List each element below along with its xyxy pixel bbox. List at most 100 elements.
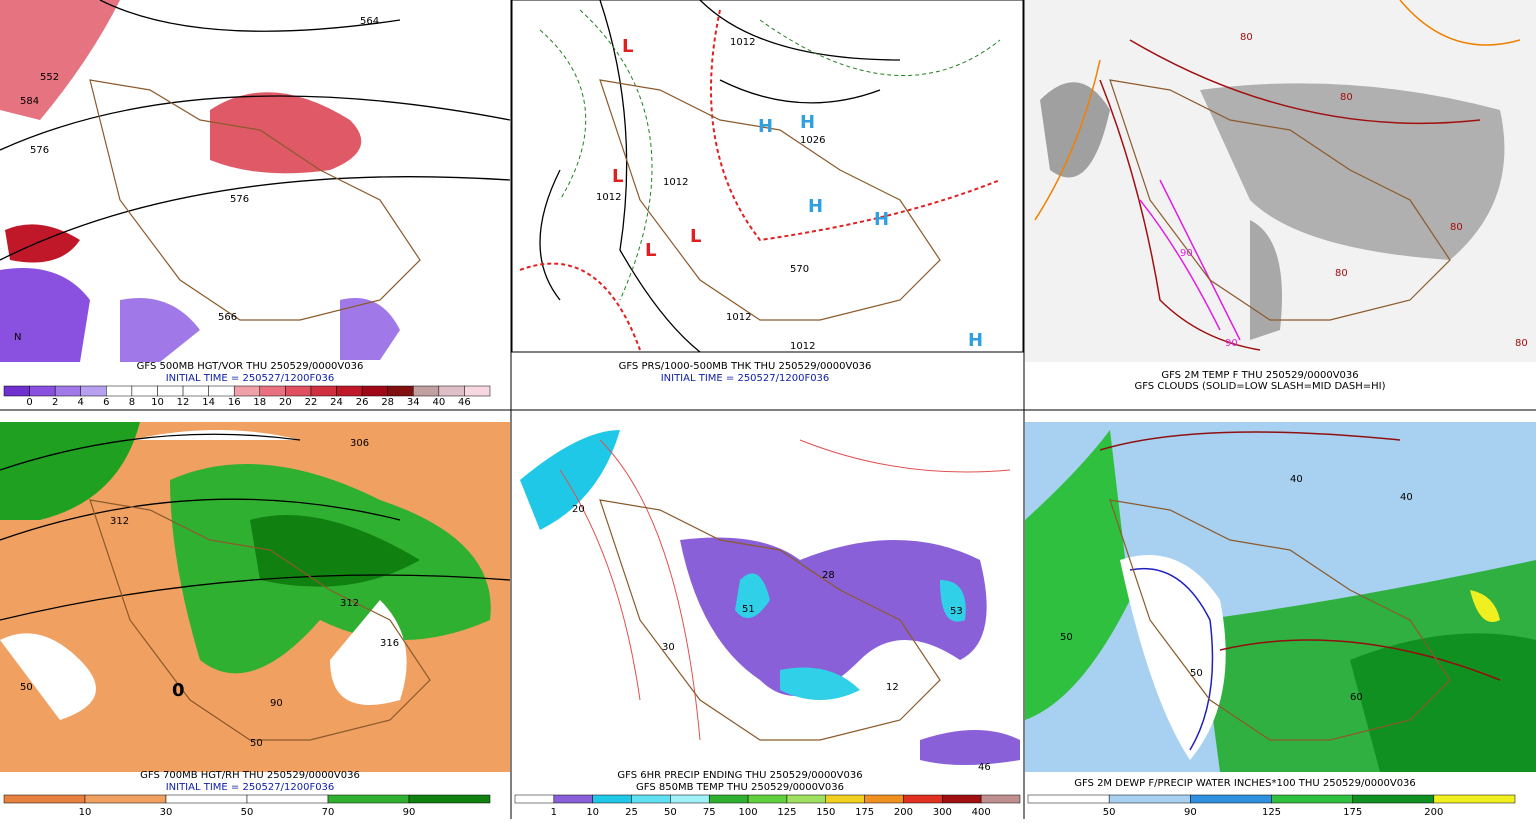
color-swatch xyxy=(942,794,982,804)
map-label: 30 xyxy=(662,642,675,653)
colorbar-label: 10 xyxy=(151,397,164,408)
map-label: 80 xyxy=(1515,338,1528,349)
isotherm xyxy=(1139,179,1241,341)
color-swatch xyxy=(233,385,261,397)
color-swatch xyxy=(592,794,632,804)
state-lines xyxy=(599,79,941,321)
contour xyxy=(0,433,511,621)
low-marker: L xyxy=(690,226,701,247)
map-label: 1026 xyxy=(800,135,825,146)
colorbar-label: 175 xyxy=(1343,807,1362,818)
colorbar-label: 34 xyxy=(407,397,420,408)
color-swatch xyxy=(464,385,491,397)
state-lines xyxy=(1109,499,1451,741)
map-bg xyxy=(511,0,1024,353)
colorbar-label: 10 xyxy=(586,807,599,818)
state-lines xyxy=(1109,79,1451,321)
cloud-area xyxy=(1040,82,1110,178)
colorbar-label: 8 xyxy=(129,397,135,408)
color-swatch xyxy=(438,385,465,397)
caption: INITIAL TIME = 250527/1200F036 xyxy=(166,373,335,384)
map-label: 306 xyxy=(350,438,369,449)
map-label: 576 xyxy=(30,145,49,156)
color-swatch xyxy=(106,385,133,397)
color-swatch xyxy=(80,385,107,397)
colorbar-label: 0 xyxy=(26,397,32,408)
map-label: 20 xyxy=(572,504,585,515)
colorbar-label: 10 xyxy=(79,807,92,818)
high-marker: H xyxy=(800,112,815,133)
isotherm xyxy=(1034,0,1521,221)
colorbar-label: 20 xyxy=(279,397,292,408)
map-label: 312 xyxy=(110,516,129,527)
map-label: 51 xyxy=(742,604,755,615)
caption: GFS CLOUDS (SOLID=LOW SLASH=MID DASH=HI) xyxy=(1134,381,1385,392)
panel-dewpoint: 40 40 50 60 50 GFS 2M DEWP F/PRECIP WATE… xyxy=(1025,422,1536,789)
low-marker: L xyxy=(622,36,633,57)
caption: INITIAL TIME = 250527/1200F036 xyxy=(166,782,335,793)
color-swatch xyxy=(259,385,286,397)
map-label: 40 xyxy=(1400,492,1413,503)
colorbar-label: 26 xyxy=(356,397,369,408)
colorbar-label: 2 xyxy=(52,397,58,408)
map-label: 564 xyxy=(360,16,379,27)
panel-prs-thk: 1012 1012 1026 1012 1012 1012 570 L L L … xyxy=(511,0,1024,384)
map-label: 90 xyxy=(270,698,283,709)
map-label: 80 xyxy=(1450,222,1463,233)
color-swatch xyxy=(1108,794,1191,804)
colorbar-label: 30 xyxy=(160,807,173,818)
color-swatch xyxy=(631,794,671,804)
colorbar-label: 16 xyxy=(228,397,241,408)
colorbar-label: 28 xyxy=(381,397,394,408)
colorbar-label: 125 xyxy=(777,807,796,818)
high-marker: H xyxy=(968,330,983,351)
color-swatch xyxy=(1433,794,1516,804)
colorbar-label: 25 xyxy=(625,807,638,818)
colorbar-label: 12 xyxy=(177,397,190,408)
color-swatch xyxy=(413,385,440,397)
colorbar-label: 70 xyxy=(322,807,335,818)
map-label: 53 xyxy=(950,606,963,617)
precip-area xyxy=(920,730,1020,765)
pw-area xyxy=(1470,590,1500,622)
map-label: 50 xyxy=(250,738,263,749)
colorbar-label: 1 xyxy=(551,807,557,818)
map-label: 576 xyxy=(230,194,249,205)
color-swatch xyxy=(553,794,593,804)
color-swatch xyxy=(285,385,312,397)
color-swatch xyxy=(157,385,184,397)
color-swatch xyxy=(1190,794,1272,804)
isodrosotherm xyxy=(1099,431,1501,681)
caption: GFS 2M TEMP F THU 250529/0000V036 xyxy=(1161,370,1358,381)
map-label: 1012 xyxy=(726,312,751,323)
map-label: 50 xyxy=(20,682,33,693)
map-label: 12 xyxy=(886,682,899,693)
thickness xyxy=(539,9,1001,301)
precip-area xyxy=(520,430,620,530)
map-label: 584 xyxy=(20,96,39,107)
map-label: 28 xyxy=(822,570,835,581)
color-swatch xyxy=(1027,794,1110,804)
vort-area xyxy=(0,268,90,362)
color-swatch xyxy=(786,794,827,804)
map-label: 1012 xyxy=(730,37,755,48)
colorbar-label: 400 xyxy=(972,807,991,818)
caption: GFS 850MB TEMP THU 250529/0000V036 xyxy=(636,782,844,793)
color-swatch xyxy=(361,385,388,397)
high-marker: H xyxy=(808,196,823,217)
colorbar-label: 300 xyxy=(933,807,952,818)
panel-precip: 20 51 28 53 12 30 46 GFS 6HR PRECIP ENDI… xyxy=(512,422,1023,793)
map-label: 60 xyxy=(1350,692,1363,703)
colorbar-label: 40 xyxy=(432,397,445,408)
map-label: 1012 xyxy=(790,341,815,352)
map-label: 80 xyxy=(1340,92,1353,103)
colorbar-label: 200 xyxy=(894,807,913,818)
state-lines xyxy=(89,499,431,741)
caption: GFS 2M DEWP F/PRECIP WATER INCHES*100 TH… xyxy=(1074,778,1416,789)
color-swatch xyxy=(165,794,248,804)
colorbar-label: 50 xyxy=(241,807,254,818)
color-swatch xyxy=(708,794,749,804)
colorbar-label: 100 xyxy=(739,807,758,818)
map-label: 50 xyxy=(1190,668,1203,679)
cloud-area xyxy=(1250,220,1282,340)
